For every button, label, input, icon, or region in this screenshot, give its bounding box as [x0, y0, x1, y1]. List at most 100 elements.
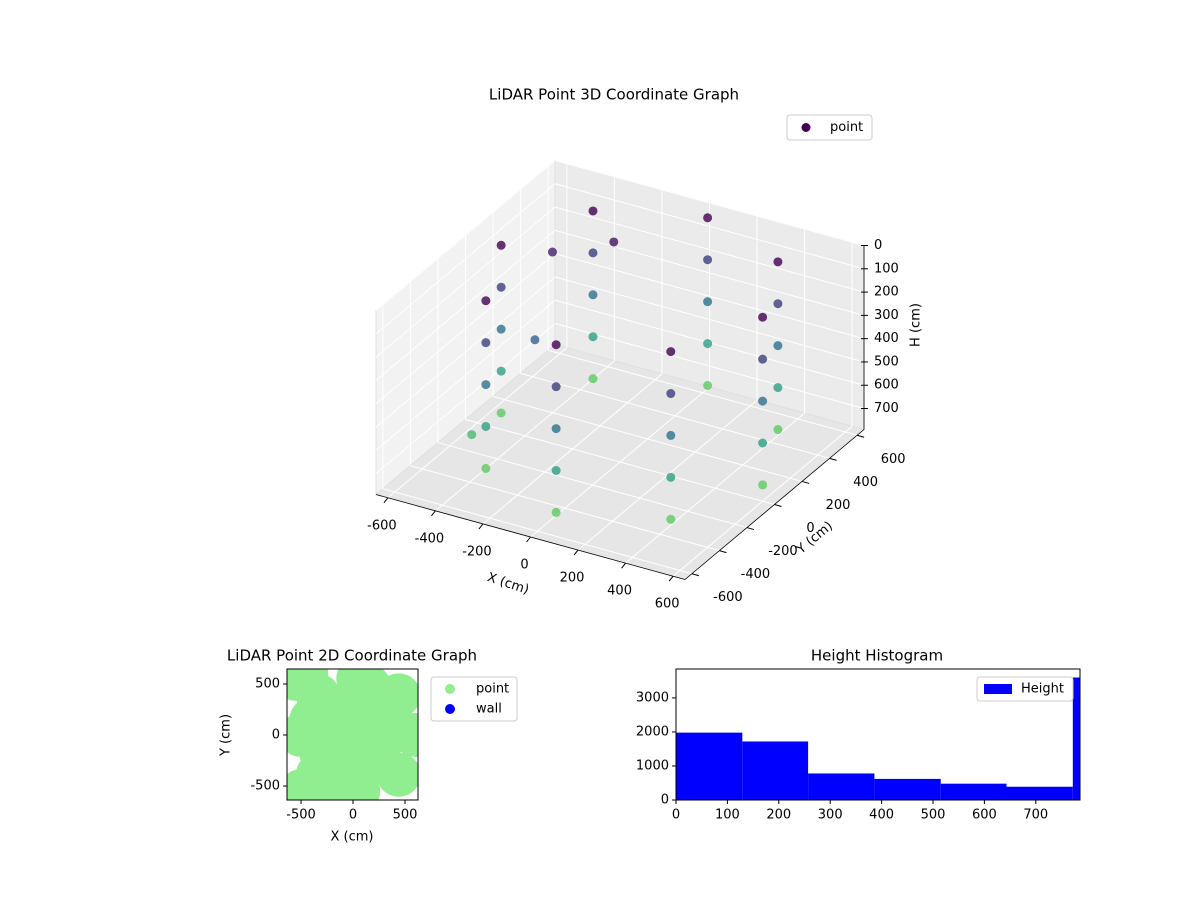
point: [551, 507, 561, 517]
legend-label: Height: [1021, 682, 1064, 697]
bar: [676, 732, 743, 800]
grid-line: [437, 442, 748, 529]
legend-box: [976, 676, 1074, 702]
point: [496, 408, 506, 418]
grid-line: [554, 206, 865, 293]
y-tick-label: 1000: [636, 758, 669, 773]
x-tick-label: 300: [818, 808, 843, 823]
point: [481, 463, 491, 473]
grid-line: [375, 160, 556, 311]
tick-mark: [829, 457, 837, 461]
z-tick-label: 500: [874, 354, 899, 369]
tick-mark: [691, 573, 700, 577]
x-tick-label: 0: [349, 808, 357, 823]
z-axis-label: H (cm): [909, 303, 924, 347]
tick-mark: [668, 575, 674, 582]
grid-line: [375, 276, 556, 428]
tick-mark: [383, 497, 389, 504]
grid-line: [375, 229, 556, 381]
x-tick-label: 400: [607, 584, 632, 599]
tick-mark: [573, 549, 579, 556]
y-tick-label: 3000: [636, 690, 669, 705]
x-tick-label: -600: [367, 518, 397, 533]
tick-mark: [856, 434, 865, 438]
point: [758, 354, 768, 364]
grid-line: [554, 160, 865, 246]
point: [666, 389, 676, 399]
point: [666, 347, 676, 357]
y-axis-label: Y (cm): [219, 714, 234, 757]
y-tick-label: 2000: [636, 724, 669, 739]
x-tick-label: -400: [415, 531, 445, 546]
y-tick-label: 500: [255, 676, 280, 691]
tick-mark: [719, 550, 727, 554]
point: [481, 421, 491, 431]
x-tick-label: 700: [1023, 808, 1048, 823]
axis-line: [684, 429, 865, 580]
grid-line: [554, 253, 865, 340]
legend-box: [786, 114, 873, 141]
point: [551, 382, 561, 392]
point: [588, 206, 598, 216]
point: [467, 430, 477, 440]
x-axis-label: X (cm): [331, 830, 374, 845]
z-tick-label: 400: [874, 331, 899, 346]
grid-line: [375, 253, 556, 405]
bar: [1006, 786, 1073, 800]
point: [588, 332, 598, 342]
point: [666, 514, 676, 524]
z-tick-label: 200: [874, 285, 899, 300]
point: [703, 339, 713, 349]
grid-line: [547, 349, 858, 436]
tick-mark: [774, 504, 782, 507]
point: [588, 290, 598, 300]
y-tick-label: 400: [853, 475, 878, 490]
point: [703, 297, 713, 307]
point: [341, 723, 386, 768]
grid-line: [382, 488, 693, 575]
bar: [742, 741, 809, 800]
plot-area: [287, 669, 418, 800]
chart-title: LiDAR Point 2D Coordinate Graph: [227, 647, 477, 665]
point: [346, 669, 391, 709]
z-tick-label: 700: [874, 401, 899, 416]
axes-frame: [286, 668, 419, 801]
point: [551, 466, 561, 476]
tick-mark: [746, 527, 755, 531]
point: [773, 425, 783, 435]
point: [530, 335, 540, 345]
x-tick-label: 600: [655, 597, 680, 612]
x-tick-label: 600: [972, 808, 997, 823]
x-tick-label: -200: [462, 544, 492, 559]
legend-marker: [445, 704, 455, 714]
point: [609, 237, 619, 247]
point: [758, 312, 768, 322]
grid-line: [375, 323, 556, 474]
point: [287, 669, 329, 696]
bar: [874, 778, 941, 800]
y-tick-label: -600: [713, 590, 743, 605]
grid-line: [465, 419, 775, 505]
grid-line: [492, 395, 803, 482]
bar: [940, 783, 1007, 800]
point: [481, 296, 491, 306]
legend-marker: [445, 684, 455, 694]
point: [547, 247, 557, 257]
y-tick-label: 0: [272, 728, 280, 743]
point: [773, 341, 783, 351]
axes-frame: [675, 668, 1081, 801]
y-tick-label: -200: [768, 544, 798, 559]
x-tick-label: 0: [520, 558, 528, 573]
point: [588, 374, 598, 384]
x-tick-label: 100: [715, 808, 740, 823]
legend-label: wall: [476, 702, 502, 717]
point: [588, 248, 598, 258]
point: [299, 733, 344, 778]
legend-label: point: [476, 682, 509, 697]
tick-mark: [801, 480, 810, 484]
tick-mark: [621, 562, 626, 569]
z-tick-label: 0: [874, 238, 882, 253]
axis-line: [375, 494, 686, 580]
grid-line: [375, 206, 556, 358]
